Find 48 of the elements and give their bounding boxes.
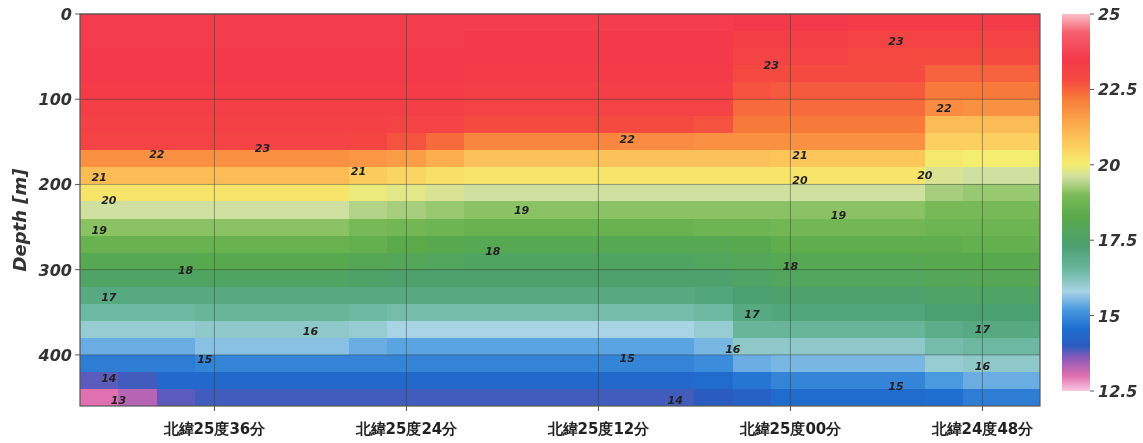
annotation: 19 bbox=[830, 209, 847, 223]
annotation: 18 bbox=[485, 244, 501, 258]
annotation: 21 bbox=[91, 170, 107, 184]
annotation: 15 bbox=[197, 352, 213, 366]
annotation: 19 bbox=[91, 224, 108, 238]
annotation: 20 bbox=[792, 174, 808, 188]
annotation: 15 bbox=[619, 352, 636, 366]
x-tick-label: 北緯25度00分 bbox=[738, 420, 843, 438]
annotation: 22 bbox=[619, 133, 636, 147]
annotation: 20 bbox=[101, 193, 117, 207]
y-tick-label: 400 bbox=[37, 345, 72, 365]
y-tick-label: 100 bbox=[38, 90, 72, 110]
x-tick-label: 北緯24度48分 bbox=[930, 420, 1035, 438]
x-tick-label: 北緯25度12分 bbox=[546, 420, 651, 438]
annotation: 21 bbox=[792, 148, 808, 162]
annotation: 16 bbox=[725, 342, 741, 356]
color-bar-label: 12.5 bbox=[1098, 382, 1138, 401]
annotation: 15 bbox=[888, 379, 904, 393]
annotation: 18 bbox=[177, 264, 194, 278]
annotation: 16 bbox=[974, 360, 991, 374]
annotation: 14 bbox=[101, 371, 117, 385]
color-bar-label: 22.5 bbox=[1098, 80, 1138, 100]
y-tick-label: 200 bbox=[38, 175, 72, 195]
annotation: 13 bbox=[110, 394, 127, 408]
annotation: 23 bbox=[888, 35, 904, 49]
annotation: 16 bbox=[302, 325, 319, 339]
annotation: 20 bbox=[917, 169, 933, 183]
annotation: 22 bbox=[936, 101, 952, 115]
colorbar: 12.5 15 17.5 20 22.5 25 bbox=[1062, 5, 1138, 401]
color-bar-label: 17.5 bbox=[1098, 231, 1138, 251]
y-axis-title: Depth [m] bbox=[9, 167, 30, 272]
color-bar-label: 15 bbox=[1098, 306, 1121, 326]
annotation: 17 bbox=[101, 291, 117, 305]
annotation: 17 bbox=[974, 323, 991, 337]
y-tick-label: 300 bbox=[38, 260, 72, 280]
y-tick-label: 0 bbox=[60, 5, 72, 24]
annotation: 22 bbox=[149, 147, 165, 161]
annotation: 21 bbox=[350, 164, 367, 178]
annotation: 19 bbox=[513, 204, 530, 217]
x-tick-label: 北緯25度24分 bbox=[354, 420, 459, 438]
annotation: 23 bbox=[763, 58, 780, 72]
color-bar-label: 20 bbox=[1098, 155, 1121, 175]
annotation: 14 bbox=[667, 394, 683, 408]
annotation: 17 bbox=[744, 307, 760, 321]
color-bar-label: 25 bbox=[1098, 5, 1121, 24]
annotation: 23 bbox=[254, 142, 271, 156]
annotation: 18 bbox=[782, 260, 799, 274]
x-tick-label: 北緯25度36分 bbox=[162, 420, 267, 438]
